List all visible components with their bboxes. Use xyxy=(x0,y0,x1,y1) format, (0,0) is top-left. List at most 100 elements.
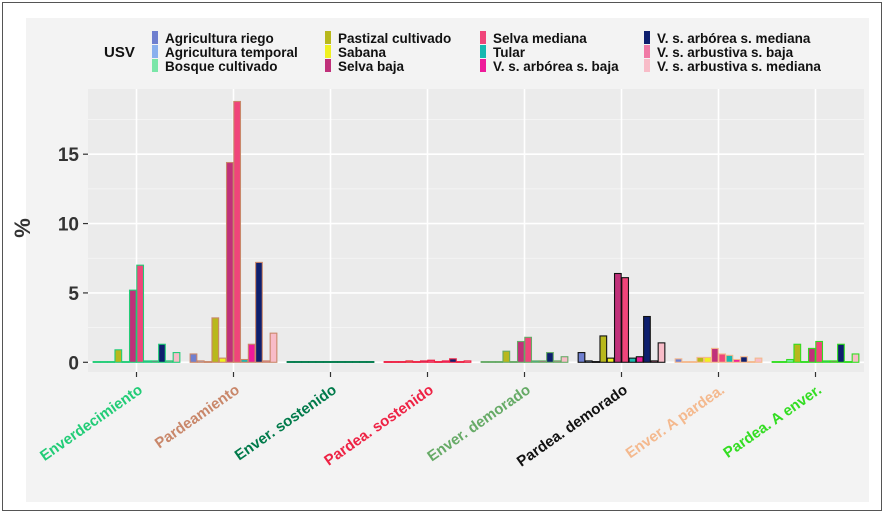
legend-label: Bosque cultivado xyxy=(165,59,278,74)
bar xyxy=(390,361,399,363)
bar xyxy=(158,343,166,363)
bar xyxy=(560,356,569,363)
bar xyxy=(657,342,666,363)
bar xyxy=(807,347,816,363)
bar xyxy=(218,357,227,363)
y-tick-label: 5 xyxy=(68,284,79,305)
bar xyxy=(546,352,554,363)
bar xyxy=(92,361,101,363)
bar xyxy=(703,356,712,363)
bar xyxy=(524,336,533,363)
bar xyxy=(143,360,152,363)
legend-label: Selva baja xyxy=(338,59,405,74)
bar xyxy=(725,354,734,363)
bar xyxy=(211,317,220,363)
bar xyxy=(427,359,436,363)
bar xyxy=(165,360,174,363)
bar xyxy=(844,361,853,363)
bar xyxy=(330,361,339,363)
legend-title: USV xyxy=(104,44,135,61)
bar xyxy=(650,360,659,363)
legend-label: V. s. arbórea s. baja xyxy=(493,59,619,74)
legend-key xyxy=(480,59,486,72)
bar xyxy=(204,361,212,363)
bar xyxy=(463,360,472,363)
bar xyxy=(851,353,860,363)
bar xyxy=(269,332,278,363)
legend-label: V. s. arbustiva s. mediana xyxy=(657,59,821,74)
bar xyxy=(449,358,457,363)
bar xyxy=(255,261,263,363)
bar xyxy=(487,361,496,363)
bar xyxy=(225,161,234,363)
x-tick-label: Enver. demorado xyxy=(424,381,533,465)
bar xyxy=(635,356,644,363)
bar xyxy=(301,361,309,363)
bar xyxy=(196,360,205,363)
bar xyxy=(747,361,756,363)
bar xyxy=(621,277,630,363)
x-tick-label: Pardea. A enver. xyxy=(720,381,824,461)
x-tick-label: Enver. A pardea. xyxy=(623,381,728,462)
bar xyxy=(441,360,450,363)
legend-label: V. s. arbórea s. mediana xyxy=(657,31,811,46)
bar xyxy=(502,350,511,363)
legend-label: Agricultura riego xyxy=(165,31,274,46)
bar xyxy=(837,343,845,363)
bar xyxy=(352,361,360,363)
bar xyxy=(829,360,838,363)
bar xyxy=(366,361,375,363)
bar xyxy=(495,361,503,363)
legend-key xyxy=(152,45,158,58)
bar xyxy=(754,357,763,363)
legend-key xyxy=(644,31,650,44)
plot-area xyxy=(88,89,864,372)
legend-label: Pastizal cultivado xyxy=(338,31,451,46)
bar xyxy=(480,361,489,363)
bar xyxy=(398,361,406,363)
bar xyxy=(172,352,181,363)
bar xyxy=(240,358,249,363)
bar xyxy=(577,352,586,363)
bar xyxy=(434,361,443,363)
bar xyxy=(286,361,295,363)
bar xyxy=(262,360,271,363)
bar xyxy=(150,360,159,363)
bar xyxy=(419,360,428,363)
bar xyxy=(383,361,392,363)
legend-label: V. s. arbustiva s. baja xyxy=(657,45,794,60)
legend-label: Tular xyxy=(493,45,526,60)
x-tick-label: Pardeamiento xyxy=(152,381,243,452)
bar xyxy=(293,361,302,363)
legend-key xyxy=(325,59,331,72)
bar xyxy=(538,360,547,363)
bar xyxy=(778,361,787,363)
bar xyxy=(674,358,683,363)
bar xyxy=(643,315,651,363)
bar xyxy=(800,361,809,363)
legend-label: Agricultura temporal xyxy=(165,45,298,60)
bar xyxy=(509,361,518,363)
bar xyxy=(114,349,123,363)
legend-key xyxy=(152,59,158,72)
bar xyxy=(553,360,562,363)
bars xyxy=(92,100,860,363)
bar xyxy=(121,361,130,363)
bar xyxy=(822,360,831,363)
legend-key xyxy=(325,31,331,44)
y-tick-label: 15 xyxy=(58,145,80,166)
bar xyxy=(337,361,346,363)
bar xyxy=(136,264,145,363)
bar xyxy=(710,347,719,363)
bar xyxy=(308,361,317,363)
bar xyxy=(718,353,727,363)
bar xyxy=(233,100,242,363)
legend-key xyxy=(480,31,486,44)
bar xyxy=(815,340,824,363)
bar xyxy=(689,361,697,363)
bar xyxy=(732,358,741,363)
bar xyxy=(740,356,748,363)
bar xyxy=(681,361,690,363)
